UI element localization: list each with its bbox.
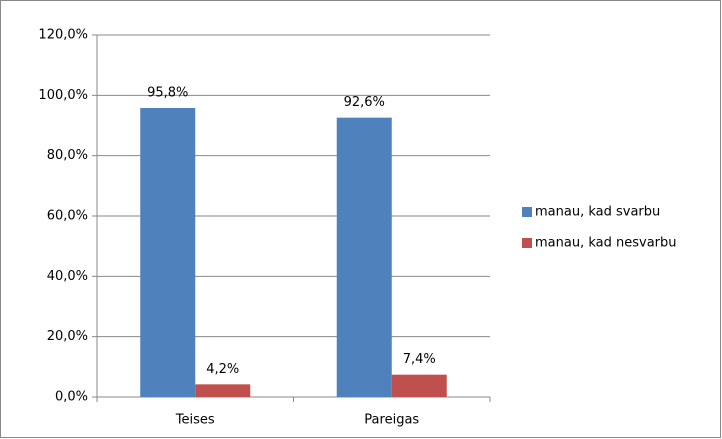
y-tick-label: 120,0% <box>38 28 88 43</box>
data-label: 95,8% <box>147 86 188 101</box>
data-label: 4,2% <box>206 362 239 377</box>
bar <box>336 117 392 397</box>
y-tick-label: 20,0% <box>47 329 88 344</box>
x-tick-label: Pareigas <box>364 413 419 428</box>
bar <box>391 374 447 397</box>
data-label: 92,6% <box>344 95 385 110</box>
bar <box>195 384 251 397</box>
y-tick-label: 60,0% <box>47 209 88 224</box>
data-label: 7,4% <box>403 352 436 367</box>
y-tick-label: 80,0% <box>47 148 88 163</box>
legend-swatch <box>522 207 532 217</box>
legend-swatch <box>522 238 532 248</box>
y-tick-label: 100,0% <box>38 88 88 103</box>
y-tick-label: 40,0% <box>47 269 88 284</box>
legend-label: manau, kad svarbu <box>535 205 660 220</box>
x-tick-label: Teises <box>175 413 215 428</box>
bar <box>140 108 196 398</box>
y-tick-label: 0,0% <box>55 390 88 405</box>
legend-label: manau, kad nesvarbu <box>535 236 677 251</box>
